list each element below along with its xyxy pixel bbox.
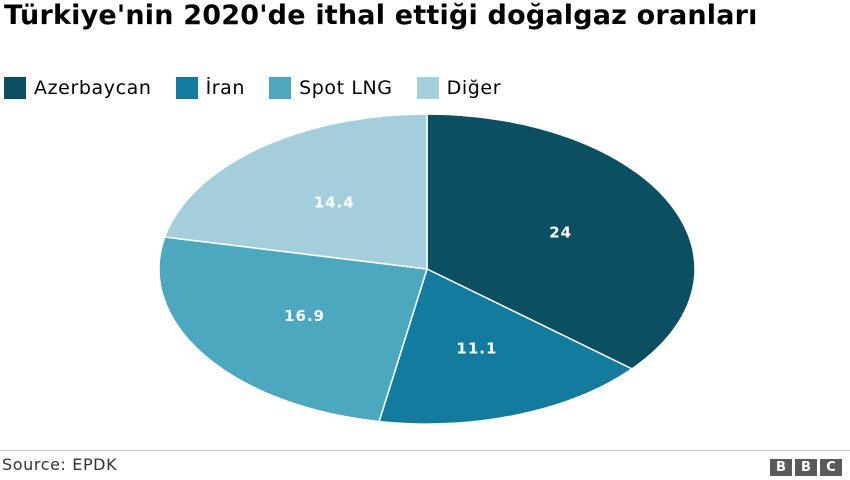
footer-divider bbox=[0, 450, 850, 451]
source-note: Source: EPDK bbox=[2, 455, 118, 474]
legend-item-spot-lng: Spot LNG bbox=[269, 77, 393, 99]
pie-value-label-iran: 11.1 bbox=[456, 340, 497, 358]
pie-value-label-diger: 14.4 bbox=[314, 193, 355, 211]
legend-label-azerbaycan: Azerbaycan bbox=[34, 77, 152, 99]
pie-slice-iran bbox=[378, 267, 634, 425]
pie-slice-spot-lng bbox=[158, 236, 428, 423]
legend-swatch-spot-lng bbox=[269, 77, 292, 99]
bbc-logo-box: B bbox=[795, 459, 817, 476]
legend-swatch-iran bbox=[175, 77, 198, 99]
pie-value-label-spot-lng: 16.9 bbox=[284, 307, 325, 325]
pie-slice-diger bbox=[163, 113, 428, 270]
legend: Azerbaycan İran Spot LNG Diğer bbox=[4, 75, 525, 101]
legend-item-iran: İran bbox=[175, 77, 246, 99]
legend-label-iran: İran bbox=[205, 77, 246, 99]
pie-value-label-azerbaycan: 24 bbox=[549, 224, 572, 242]
legend-swatch-diger bbox=[416, 77, 439, 99]
chart-title: Türkiye'nin 2020'de ithal ettiği doğalga… bbox=[4, 0, 758, 31]
bbc-logo: B B C bbox=[767, 459, 842, 476]
legend-swatch-azerbaycan bbox=[4, 77, 26, 99]
legend-item-azerbaycan: Azerbaycan bbox=[4, 77, 152, 99]
legend-item-diger: Diğer bbox=[416, 77, 502, 99]
pie-chart: 24 11.1 16.9 14.4 bbox=[158, 113, 696, 425]
bbc-logo-box: C bbox=[820, 459, 842, 476]
legend-label-spot-lng: Spot LNG bbox=[299, 77, 393, 99]
pie-slice-azerbaycan bbox=[426, 113, 696, 370]
legend-label-diger: Diğer bbox=[446, 77, 502, 99]
bbc-logo-box: B bbox=[770, 459, 792, 476]
